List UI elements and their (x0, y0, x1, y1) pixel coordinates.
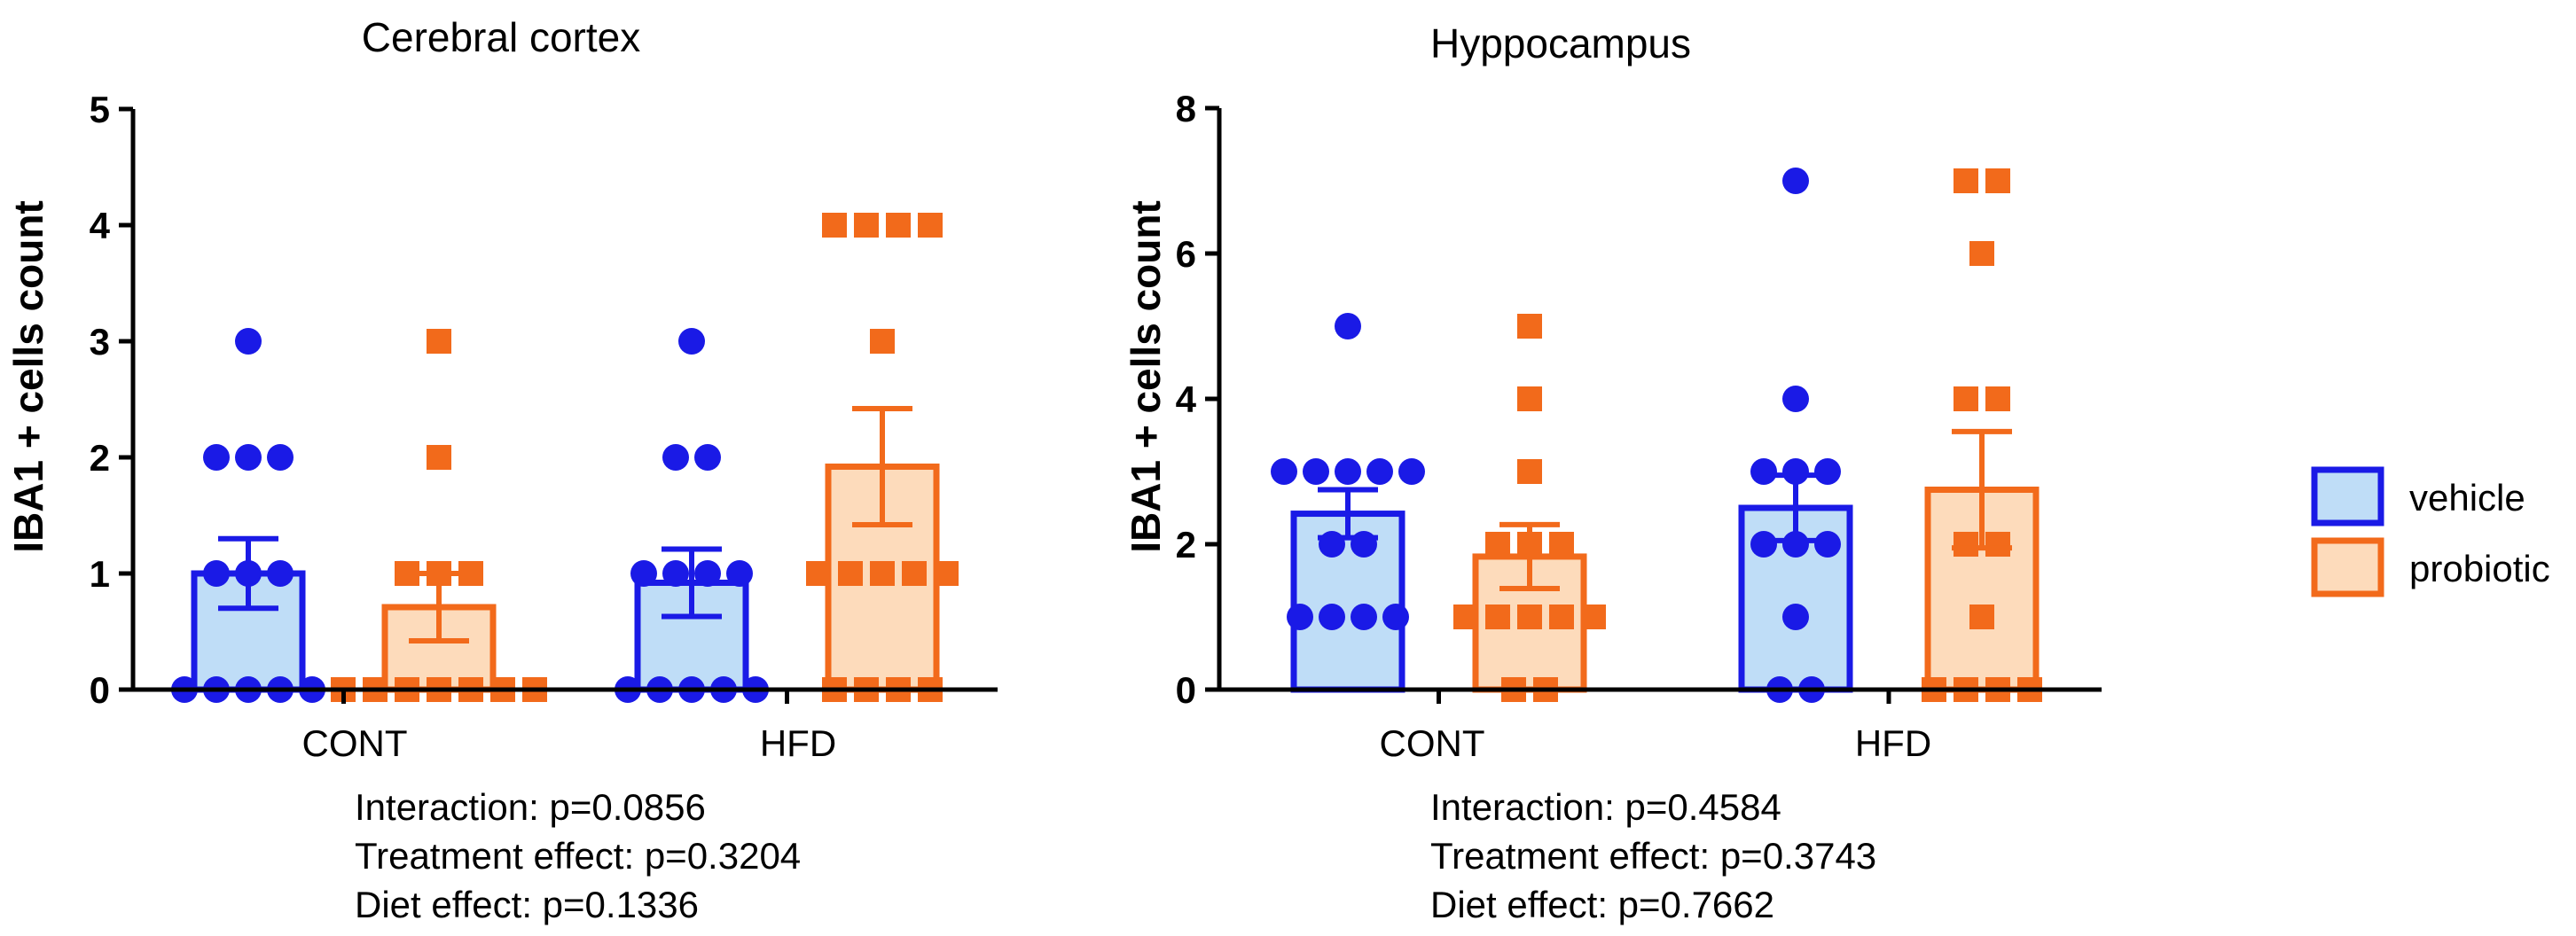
y-tick-label: 1 (90, 553, 110, 595)
y-tick-label: 5 (90, 89, 110, 130)
data-point-vehicle-cont (203, 444, 230, 471)
y-axis-label: IBA1 + cells count (5, 200, 51, 553)
data-point-probiotic-hfd (1969, 241, 1994, 266)
data-point-vehicle-cont (1398, 458, 1425, 485)
y-tick-label: 4 (1176, 378, 1197, 420)
data-point-probiotic-hfd (1954, 532, 1978, 557)
data-point-vehicle-cont (235, 444, 262, 471)
data-point-probiotic-cont (1485, 604, 1510, 629)
data-point-vehicle-hfd (1814, 531, 1841, 558)
data-point-vehicle-cont (1271, 458, 1297, 485)
data-point-vehicle-cont (1366, 458, 1393, 485)
data-point-probiotic-cont (1549, 532, 1574, 557)
data-point-probiotic-hfd (1985, 386, 2010, 411)
data-point-vehicle-cont (203, 560, 230, 587)
data-point-vehicle-cont (1335, 313, 1361, 339)
data-point-vehicle-hfd (662, 444, 689, 471)
data-point-probiotic-cont (1549, 604, 1574, 629)
data-point-probiotic-cont (1581, 604, 1606, 629)
chart-panel-hyppocampus: Hyppocampus IBA1 + cells count 0 2 4 6 8 CON… (1123, 20, 2102, 925)
bar-vehicle-cont (1290, 511, 1405, 693)
data-point-vehicle-cont (1382, 604, 1409, 630)
x-tick-label-hfd: HFD (760, 722, 836, 764)
data-point-vehicle-cont (1319, 604, 1345, 630)
legend-label-probiotic: probiotic (2409, 548, 2550, 589)
data-point-probiotic-hfd (1954, 168, 1978, 193)
data-point-probiotic-hfd (806, 561, 831, 586)
y-tick-label: 2 (90, 437, 110, 479)
legend-swatch-vehicle (2311, 466, 2384, 526)
data-point-vehicle-hfd (1750, 531, 1777, 558)
data-point-probiotic-hfd (854, 213, 879, 238)
data-point-probiotic-cont (1517, 459, 1542, 484)
data-point-vehicle-hfd (694, 444, 721, 471)
data-point-vehicle-hfd (1782, 458, 1809, 485)
data-point-probiotic-hfd (822, 213, 847, 238)
data-point-probiotic-hfd (1954, 386, 1978, 411)
data-point-vehicle-cont (1303, 458, 1329, 485)
data-point-probiotic-hfd (918, 213, 943, 238)
data-point-probiotic-hfd (1969, 604, 1994, 629)
data-point-vehicle-hfd (678, 328, 705, 355)
legend-swatch-probiotic (2311, 537, 2384, 597)
y-tick-label: 6 (1176, 233, 1196, 275)
data-point-vehicle-hfd (1782, 604, 1809, 630)
data-point-probiotic-hfd (870, 329, 895, 354)
data-point-vehicle-cont (267, 444, 294, 471)
stat-interaction: Interaction: p=0.0856 (355, 786, 706, 828)
y-tick-label: 3 (90, 321, 110, 363)
chart-title: Hyppocampus (1430, 20, 1691, 66)
y-tick-label: 4 (90, 205, 111, 246)
chart-title: Cerebral cortex (362, 14, 640, 60)
x-tick-label-hfd: HFD (1855, 722, 1931, 764)
data-point-probiotic-hfd (886, 213, 911, 238)
stat-treatment-effect: Treatment effect: p=0.3204 (355, 835, 801, 877)
data-point-vehicle-cont (1319, 531, 1345, 558)
y-tick-label: 8 (1176, 88, 1196, 129)
data-point-vehicle-cont (1287, 604, 1313, 630)
data-point-vehicle-cont (267, 560, 294, 587)
stat-treatment-effect: Treatment effect: p=0.3743 (1430, 835, 1876, 877)
data-point-probiotic-cont (1517, 386, 1542, 411)
data-point-vehicle-hfd (1782, 168, 1809, 194)
stat-diet-effect: Diet effect: p=0.1336 (355, 884, 699, 925)
data-point-vehicle-hfd (630, 560, 657, 587)
stat-interaction: Interaction: p=0.4584 (1430, 786, 1781, 828)
data-point-probiotic-cont (1453, 604, 1478, 629)
data-point-vehicle-hfd (1782, 531, 1809, 558)
data-point-vehicle-cont (1351, 531, 1377, 558)
y-tick-label: 2 (1176, 524, 1196, 566)
data-point-probiotic-hfd (1985, 168, 2010, 193)
data-point-probiotic-hfd (934, 561, 959, 586)
data-point-probiotic-hfd (902, 561, 927, 586)
data-point-probiotic-hfd (1985, 532, 2010, 557)
legend: vehicle probiotic (2311, 466, 2550, 597)
y-axis-label: IBA1 + cells count (1123, 200, 1169, 553)
data-point-vehicle-cont (1351, 604, 1377, 630)
data-point-probiotic-cont (1517, 604, 1542, 629)
data-point-probiotic-cont (427, 445, 451, 470)
data-point-probiotic-cont (1485, 532, 1510, 557)
data-point-vehicle-cont (235, 328, 262, 355)
y-tick-label: 0 (90, 669, 110, 711)
x-tick-label-cont: CONT (1380, 722, 1485, 764)
data-point-probiotic-cont (427, 329, 451, 354)
data-point-vehicle-hfd (662, 560, 689, 587)
stat-diet-effect: Diet effect: p=0.7662 (1430, 884, 1774, 925)
data-point-probiotic-cont (1517, 314, 1542, 339)
legend-label-vehicle: vehicle (2409, 477, 2525, 519)
data-point-vehicle-hfd (726, 560, 753, 587)
data-point-vehicle-hfd (1814, 458, 1841, 485)
chart-panel-cerebral-cortex: Cerebral cortex IBA1 + cells count 0 1 2 3 4… (5, 14, 998, 925)
data-point-vehicle-hfd (1750, 458, 1777, 485)
data-point-vehicle-cont (1335, 458, 1361, 485)
data-point-probiotic-hfd (838, 561, 863, 586)
y-tick-label: 0 (1176, 669, 1196, 711)
data-point-probiotic-hfd (870, 561, 895, 586)
x-tick-label-cont: CONT (302, 722, 408, 764)
data-point-vehicle-hfd (1782, 386, 1809, 412)
data-point-vehicle-hfd (694, 560, 721, 587)
